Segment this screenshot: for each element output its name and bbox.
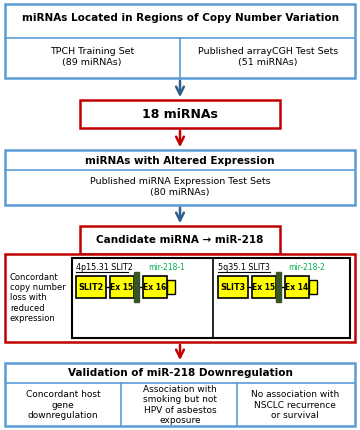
Text: TPCH Training Set
(89 miRNAs): TPCH Training Set (89 miRNAs) xyxy=(50,47,134,67)
Text: miRNAs with Altered Expression: miRNAs with Altered Expression xyxy=(85,156,275,166)
Text: Ex 14: Ex 14 xyxy=(285,283,309,292)
Text: Concordant host
gene
downregulation: Concordant host gene downregulation xyxy=(26,390,100,420)
Text: Validation of miR-218 Downregulation: Validation of miR-218 Downregulation xyxy=(68,368,292,378)
Text: Candidate miRNA → miR-218: Candidate miRNA → miR-218 xyxy=(96,235,264,245)
Bar xyxy=(276,272,281,302)
Bar xyxy=(80,100,280,128)
Bar xyxy=(134,272,139,302)
Bar xyxy=(143,276,167,298)
Text: 18 miRNAs: 18 miRNAs xyxy=(142,108,218,120)
Bar xyxy=(285,276,309,298)
Text: Ex 16: Ex 16 xyxy=(143,283,167,292)
Bar xyxy=(5,4,355,78)
Bar xyxy=(309,280,317,294)
Text: 4p15.31 SLIT2: 4p15.31 SLIT2 xyxy=(76,263,133,272)
Text: No association with
NSCLC recurrence
or survival: No association with NSCLC recurrence or … xyxy=(251,390,339,420)
Bar xyxy=(5,254,355,342)
Text: SLIT2: SLIT2 xyxy=(78,283,104,292)
Text: Published miRNA Expression Test Sets
(80 miRNAs): Published miRNA Expression Test Sets (80… xyxy=(90,177,270,197)
Bar xyxy=(72,258,350,338)
Bar xyxy=(5,363,355,426)
Text: Published arrayCGH Test Sets
(51 miRNAs): Published arrayCGH Test Sets (51 miRNAs) xyxy=(198,47,338,67)
Bar xyxy=(167,280,175,294)
Text: SLIT3: SLIT3 xyxy=(220,283,246,292)
Text: mir-218-1: mir-218-1 xyxy=(148,263,185,272)
Bar xyxy=(5,150,355,205)
Text: miRNAs Located in Regions of Copy Number Variation: miRNAs Located in Regions of Copy Number… xyxy=(22,13,338,23)
Bar xyxy=(218,276,248,298)
Text: Ex 15: Ex 15 xyxy=(111,283,134,292)
Bar xyxy=(80,226,280,254)
Text: Association with
smoking but not
HPV of asbestos
exposure: Association with smoking but not HPV of … xyxy=(143,385,217,425)
Text: Ex 15: Ex 15 xyxy=(252,283,275,292)
Bar xyxy=(252,276,276,298)
Text: Concordant
copy number
loss with
reduced
expression: Concordant copy number loss with reduced… xyxy=(10,273,66,323)
Text: mir-218-2: mir-218-2 xyxy=(288,263,325,272)
Bar xyxy=(76,276,106,298)
Bar xyxy=(110,276,134,298)
Text: 5q35.1 SLIT3: 5q35.1 SLIT3 xyxy=(218,263,270,272)
